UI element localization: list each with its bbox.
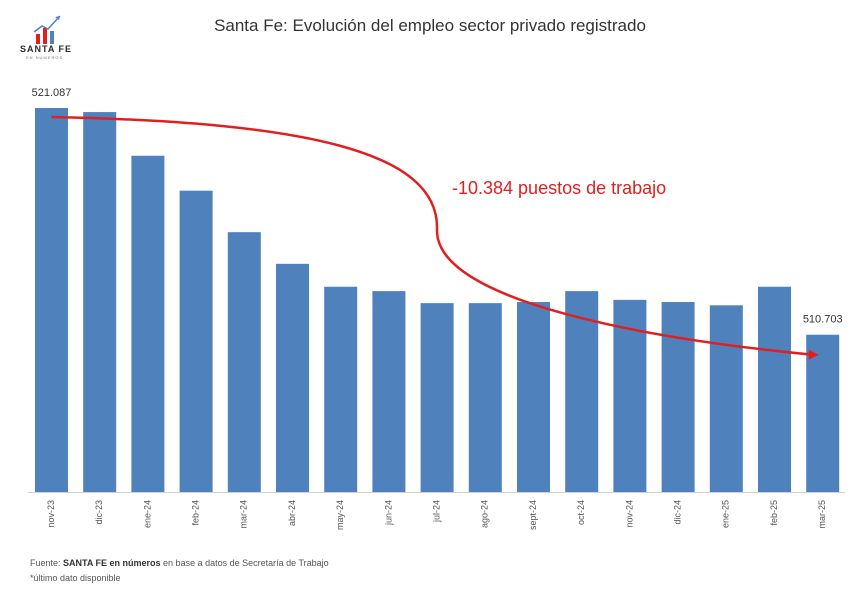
x-tick-label: oct-24	[576, 500, 586, 525]
bar-jun-24	[372, 291, 406, 492]
trend-arrow-line	[51, 115, 813, 356]
source-prefix: Fuente:	[30, 558, 64, 568]
x-tick-label: feb-25	[769, 500, 779, 526]
annotation-text: -10.384 puestos de trabajo	[452, 178, 666, 198]
bar-feb-24	[179, 190, 213, 492]
x-tick-label: ene-24	[142, 500, 152, 528]
logo-text: SANTA FE	[20, 44, 72, 54]
bar-feb-25	[758, 286, 791, 492]
bar-oct-24	[565, 291, 599, 492]
x-tick-label: feb-24	[190, 500, 200, 526]
bar-chart-logo-icon	[33, 15, 61, 44]
bar-mar-25	[806, 334, 840, 492]
x-tick-label: mar-24	[239, 500, 249, 529]
x-tick-label: jun-24	[383, 500, 393, 526]
logo-subtext: EN NÚMEROS	[26, 55, 64, 60]
bar-ene-24	[131, 155, 165, 492]
source-brand: SANTA FE en números	[63, 558, 161, 568]
x-tick-label: ene-25	[721, 500, 731, 528]
x-tick-label: abr-24	[287, 500, 297, 526]
bar-may-24	[324, 286, 358, 492]
chart-title: Santa Fe: Evolución del empleo sector pr…	[214, 16, 646, 35]
x-tick-label: jul-24	[431, 500, 441, 523]
x-tick-label: nov-24	[624, 500, 634, 528]
source-suffix: en base a datos de Secretaría de Trabajo	[160, 558, 329, 568]
arrow-head-icon	[808, 349, 819, 360]
x-tick-label: sept-24	[528, 500, 538, 530]
bar-ago-24	[468, 303, 502, 492]
x-tick-label: dic-23	[94, 500, 104, 525]
bar-abr-24	[276, 263, 309, 492]
x-tick-label: dic-24	[672, 500, 682, 525]
bar-dic-24	[661, 302, 695, 492]
bar-dic-23	[83, 112, 117, 493]
x-tick-label: nov-23	[46, 500, 56, 528]
source-note: Fuente: SANTA FE en números en base a da…	[30, 558, 329, 568]
bar-ene-25	[709, 305, 743, 492]
bar-mar-24	[227, 232, 261, 492]
bar-sept-24	[517, 302, 550, 492]
x-tick-label: ago-24	[480, 500, 490, 528]
data-label: 510.703	[803, 314, 843, 326]
bar-nov-23	[35, 108, 68, 492]
last-data-note: *último dato disponible	[30, 573, 121, 583]
bar-jul-24	[420, 303, 454, 492]
data-label: 521.087	[32, 87, 72, 99]
x-tick-label: mar-25	[817, 500, 827, 529]
x-tick-label: may-24	[335, 500, 345, 530]
